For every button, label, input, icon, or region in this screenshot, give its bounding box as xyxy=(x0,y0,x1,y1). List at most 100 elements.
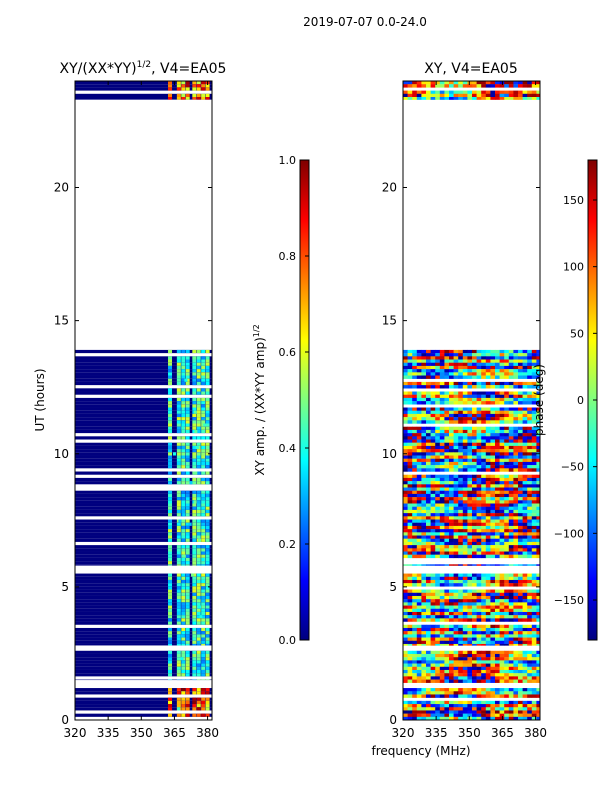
phase-cell xyxy=(462,385,468,389)
phase-cell xyxy=(453,592,459,597)
phase-cell xyxy=(522,506,528,511)
amp-cell xyxy=(201,372,206,376)
phase-cell xyxy=(421,365,427,370)
phase-cell xyxy=(527,710,533,714)
phase-cell xyxy=(412,592,418,597)
phase-ytick-label: 20 xyxy=(382,181,397,195)
phase-cell xyxy=(444,643,450,646)
phase-cell xyxy=(421,439,427,443)
phase-cell xyxy=(499,442,505,447)
amp-cell xyxy=(205,481,210,485)
phase-cell xyxy=(453,710,459,714)
phase-cell xyxy=(531,676,537,680)
phase-cell xyxy=(439,362,445,367)
amp-cell xyxy=(181,637,186,641)
phase-cell xyxy=(490,474,496,479)
amp-cell xyxy=(201,554,206,558)
amp-cell xyxy=(201,618,206,622)
phase-cell xyxy=(439,611,445,616)
phase-cell xyxy=(472,420,477,424)
phase-cell xyxy=(531,349,537,354)
amp-cell xyxy=(196,707,201,711)
phase-cell xyxy=(449,477,454,482)
phase-cell xyxy=(426,413,431,418)
phase-cell xyxy=(527,369,533,373)
phase-cell xyxy=(462,503,468,507)
phase-cell xyxy=(403,679,408,683)
phase-cell xyxy=(536,484,540,488)
phase-cell xyxy=(527,362,533,367)
amp-cell xyxy=(176,697,181,701)
phase-cell xyxy=(513,653,519,658)
phase-cell xyxy=(453,449,459,453)
amp-row xyxy=(75,688,212,692)
phase-cell xyxy=(462,458,468,463)
amp-cell xyxy=(205,490,210,494)
phase-cell xyxy=(522,716,528,720)
amp-cell xyxy=(181,509,186,514)
phase-cell xyxy=(481,691,487,695)
phase-cell xyxy=(407,551,413,555)
amp-row xyxy=(75,595,212,600)
phase-cell xyxy=(453,602,459,606)
phase-cell xyxy=(435,691,441,695)
phase-cell xyxy=(527,713,533,718)
phase-cell xyxy=(444,362,450,367)
phase-cell xyxy=(403,576,408,581)
amp-cell xyxy=(205,420,210,424)
phase-cell xyxy=(531,657,537,661)
phase-cell xyxy=(531,663,537,667)
phase-cell xyxy=(508,417,514,421)
amp-cell xyxy=(192,602,197,606)
phase-cell xyxy=(467,583,473,587)
phase-cell xyxy=(508,493,514,498)
amp-cell xyxy=(168,713,173,717)
amp-cell xyxy=(201,535,206,539)
phase-cell xyxy=(536,461,540,466)
phase-cell xyxy=(513,688,519,692)
phase-cell xyxy=(412,637,418,641)
phase-cell xyxy=(485,372,491,376)
phase-cell xyxy=(421,429,427,434)
phase-cell xyxy=(407,663,413,667)
amp-cell xyxy=(185,589,190,593)
phase-cell xyxy=(412,666,418,671)
phase-cell xyxy=(435,487,441,491)
phase-cell xyxy=(508,669,514,674)
phase-cell xyxy=(481,397,487,402)
phase-cell xyxy=(499,452,505,456)
phase-cell xyxy=(439,413,445,418)
phase-cell xyxy=(495,442,500,447)
phase-cell xyxy=(531,84,537,88)
phase-cell xyxy=(467,691,473,695)
phase-cell xyxy=(407,433,413,437)
phase-cell xyxy=(485,579,491,584)
phase-cell xyxy=(407,455,413,459)
phase-cell xyxy=(476,365,482,370)
phase-cell xyxy=(439,538,445,543)
phase-cell xyxy=(403,84,408,88)
phase-cell xyxy=(495,529,500,533)
amp-cell xyxy=(168,497,173,501)
phase-cell xyxy=(426,394,431,399)
phase-cell xyxy=(536,666,540,671)
phase-cell xyxy=(499,624,505,629)
phase-cell xyxy=(412,394,418,399)
phase-cell xyxy=(416,426,422,431)
phase-cell xyxy=(472,461,477,466)
amp-cell xyxy=(177,365,181,370)
phase-cell xyxy=(527,579,533,584)
phase-cell xyxy=(522,554,528,559)
phase-cell xyxy=(435,503,441,507)
phase-cell xyxy=(421,394,427,399)
amp-row xyxy=(75,697,212,701)
phase-cell xyxy=(522,564,528,566)
amp-cell xyxy=(196,548,201,552)
phase-cell xyxy=(444,522,450,527)
phase-cell xyxy=(407,595,413,600)
phase-cell xyxy=(518,541,523,546)
phase-cell xyxy=(476,624,482,629)
phase-cell xyxy=(430,509,436,514)
phase-cell xyxy=(421,458,427,463)
phase-cell xyxy=(426,595,431,600)
